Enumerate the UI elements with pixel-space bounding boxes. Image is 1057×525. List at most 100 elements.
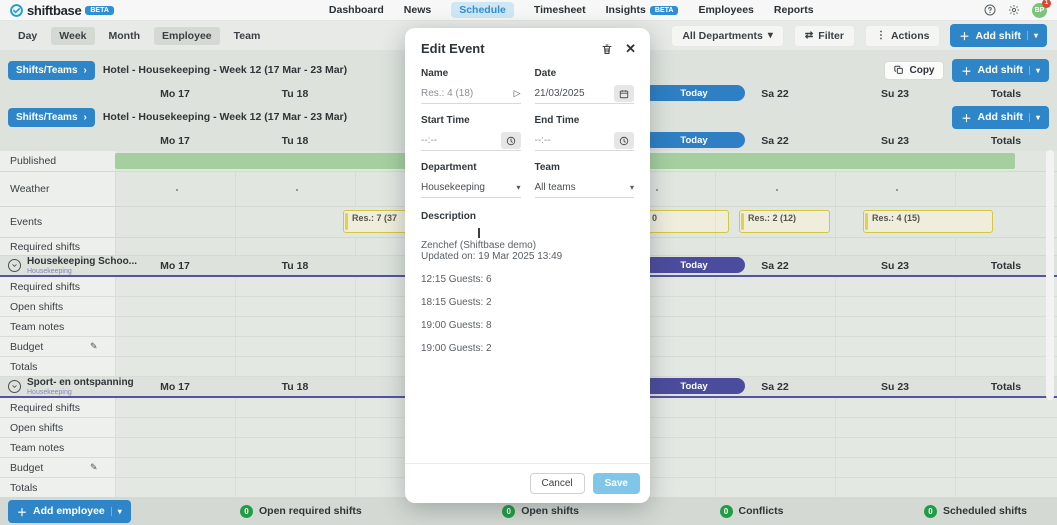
start-time-clock-button[interactable]: [500, 132, 521, 149]
brand-name: shiftbase: [27, 2, 82, 18]
end-time-clock-button[interactable]: [614, 132, 634, 149]
panel-add-shift-button[interactable]: ＋ Add shift ▾: [952, 105, 1049, 129]
add-employee-button[interactable]: ＋ Add employee ▾: [8, 499, 131, 523]
nav-schedule[interactable]: Schedule: [451, 2, 514, 18]
trash-icon[interactable]: [601, 43, 613, 55]
count-badge: 0: [923, 504, 937, 518]
totals-header: Totals: [990, 380, 1022, 393]
end-time-input[interactable]: --:--: [534, 131, 634, 151]
start-time-input[interactable]: --:--: [421, 131, 521, 151]
tab-day[interactable]: Day: [18, 29, 38, 42]
actions-button[interactable]: ⋮ Actions: [864, 24, 941, 47]
clock-icon: [619, 136, 629, 145]
user-avatar[interactable]: BP 1: [1032, 0, 1051, 18]
add-shift-button[interactable]: ＋ Add shift ▾: [950, 24, 1047, 47]
text-cursor: [478, 228, 480, 238]
group-expand-icon[interactable]: [8, 259, 21, 272]
avatar-initials: BP: [1034, 6, 1045, 14]
tab-week[interactable]: Week: [51, 26, 95, 45]
view-tabs: Day Week Month Employee Team: [10, 26, 268, 45]
filter-button[interactable]: ⇄ Filter: [793, 24, 855, 47]
chevron-down-icon: ▾: [1028, 112, 1040, 122]
nav-insights[interactable]: Insights BETA: [606, 4, 679, 16]
today-pill[interactable]: Today: [643, 85, 745, 101]
legend-conflicts: 0 Conflicts: [719, 504, 783, 518]
team-field-group: Team All teams ▾: [534, 162, 634, 198]
date-input[interactable]: 21/03/2025: [534, 84, 634, 104]
edit-pencil-icon[interactable]: ✎: [90, 462, 98, 472]
day-sa: Sa 22: [761, 380, 789, 393]
totals-label: Totals: [0, 478, 115, 497]
tab-team[interactable]: Team: [233, 29, 261, 42]
day-sa[interactable]: Sa 22: [761, 135, 789, 147]
nav-timesheet[interactable]: Timesheet: [533, 4, 586, 16]
shifts-teams-button[interactable]: Shifts/Teams ›: [8, 107, 95, 127]
help-icon[interactable]: [984, 4, 996, 16]
clock-icon: [506, 136, 515, 145]
shifts-teams-label: Shifts/Teams: [16, 111, 78, 123]
save-button[interactable]: Save: [592, 473, 640, 494]
team-select[interactable]: All teams ▾: [534, 178, 634, 198]
day-su[interactable]: Su 23: [880, 88, 909, 100]
tab-month[interactable]: Month: [108, 29, 141, 42]
calendar-button[interactable]: [614, 85, 634, 102]
insights-beta-badge: BETA: [649, 5, 679, 15]
day-sa[interactable]: Sa 22: [761, 88, 789, 100]
nav-employees[interactable]: Employees: [698, 4, 754, 16]
start-time-label: Start Time: [421, 115, 470, 126]
nav-news[interactable]: News: [403, 4, 432, 16]
copy-button[interactable]: Copy: [884, 60, 945, 80]
name-input[interactable]: Res.: 4 (18) ▷: [421, 84, 521, 104]
vertical-scrollbar[interactable]: [1046, 150, 1054, 400]
day-mo: Mo 17: [160, 259, 190, 272]
panel-add-shift-button[interactable]: ＋ Add shift ▾: [952, 58, 1049, 82]
event-badge-sa22[interactable]: Res.: 2 (12): [739, 210, 830, 233]
day-mo[interactable]: Mo 17: [160, 88, 190, 100]
shifts-teams-label: Shifts/Teams: [16, 64, 78, 76]
today-pill[interactable]: Today: [643, 132, 745, 148]
department-select[interactable]: Housekeeping ▾: [421, 178, 521, 198]
team-notes-label: Team notes: [0, 317, 115, 336]
departments-label: All Departments: [682, 29, 763, 42]
name-field-group: Name Res.: 4 (18) ▷: [421, 68, 521, 104]
group-department: Housekeeping: [27, 267, 72, 275]
plus-icon: ＋: [17, 507, 27, 519]
day-mo[interactable]: Mo 17: [160, 135, 190, 147]
day-su[interactable]: Su 23: [880, 135, 909, 147]
today-pill[interactable]: Today: [643, 378, 745, 394]
week-panel-title: Hotel - Housekeeping - Week 12 (17 Mar -…: [102, 111, 348, 123]
day-tu[interactable]: Tu 18: [281, 135, 309, 147]
chevron-down-icon: ▾: [1028, 65, 1040, 75]
department-value: Housekeeping: [421, 182, 485, 193]
day-tu[interactable]: Tu 18: [281, 88, 309, 100]
nav-dashboard[interactable]: Dashboard: [328, 4, 384, 16]
chevron-down-icon: ▾: [1026, 31, 1038, 40]
tab-employee[interactable]: Employee: [154, 26, 220, 45]
today-pill[interactable]: Today: [643, 257, 745, 273]
totals-header: Totals: [990, 135, 1022, 147]
chevron-right-icon: ›: [83, 111, 87, 123]
close-icon[interactable]: ✕: [625, 41, 636, 56]
chevron-down-icon: ▾: [767, 30, 773, 41]
chevron-right-icon: ›: [83, 64, 87, 76]
cursor-icon: ▷: [513, 88, 521, 98]
required-shifts-label: Required shifts: [0, 238, 115, 255]
day-header-row-2: Mo 17 Tu 18 Today Sa 22 Su 23 Totals: [0, 131, 1057, 151]
event-badge-su23[interactable]: Res.: 4 (15): [863, 210, 993, 233]
name-label: Name: [421, 68, 449, 79]
shifts-teams-button[interactable]: Shifts/Teams ›: [8, 60, 95, 80]
brand-beta-badge: BETA: [85, 5, 114, 15]
modal-title: Edit Event: [421, 41, 485, 56]
departments-dropdown[interactable]: All Departments ▾: [671, 24, 784, 47]
chevron-down-icon: ▾: [516, 183, 521, 192]
filter-arrows-icon: ⇄: [804, 30, 814, 41]
group-expand-icon[interactable]: [8, 380, 21, 393]
actions-label: Actions: [890, 29, 930, 42]
description-textarea[interactable]: Zenchef (Shiftbase demo) Updated on: 19 …: [421, 228, 634, 366]
cancel-button[interactable]: Cancel: [529, 473, 585, 494]
start-time-field-group: Start Time --:--: [421, 115, 521, 151]
edit-pencil-icon[interactable]: ✎: [90, 341, 98, 351]
events-row-label: Events: [0, 207, 115, 237]
gear-icon[interactable]: [1008, 4, 1020, 16]
nav-reports[interactable]: Reports: [773, 4, 814, 16]
